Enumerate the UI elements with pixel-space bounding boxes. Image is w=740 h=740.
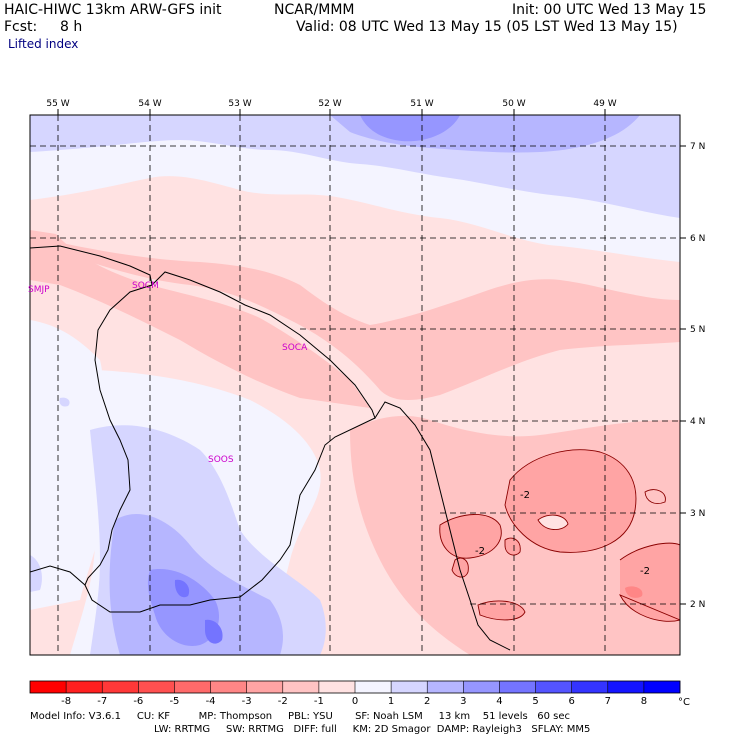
- lat-label-2n: 2 N: [690, 600, 705, 610]
- station-label-soca: SOCA: [282, 343, 308, 353]
- colorbar-tick-label: -7: [97, 696, 107, 707]
- colorbar-swatch: [499, 681, 536, 693]
- colorbar-tick-label: 8: [641, 696, 647, 707]
- graticule: [30, 115, 680, 655]
- map-frame: [29, 114, 681, 656]
- forecast-label: Fcst:: [4, 19, 38, 35]
- colorbar-tick-label: 2: [424, 696, 430, 707]
- lon-label-55w: 55 W: [46, 99, 69, 109]
- contour-lines: [439, 449, 680, 622]
- colorbar-swatch: [427, 681, 464, 693]
- colorbar-swatch: [174, 681, 211, 693]
- lat-label-3n: 3 N: [690, 509, 705, 519]
- colorbar-unit: °C: [678, 697, 690, 708]
- colorbar-tick-label: -4: [206, 696, 216, 707]
- model-info-line2: LW: RRTMG SW: RRTMG DIFF: full KM: 2D Sm…: [154, 724, 591, 735]
- lat-label-6n: 6 N: [690, 234, 705, 244]
- colorbar-swatch: [66, 681, 103, 693]
- lat-label-5n: 5 N: [690, 325, 705, 335]
- field-name: Lifted index: [8, 37, 79, 51]
- lon-label-54w: 54 W: [138, 99, 161, 109]
- colorbar-swatch: [355, 681, 392, 693]
- forecast-hours: 8 h: [60, 19, 83, 35]
- colorbar-swatch: [30, 681, 67, 693]
- contour-label: -2: [475, 546, 485, 557]
- valid-time: Valid: 08 UTC Wed 13 May 15 (05 LST Wed …: [296, 19, 678, 35]
- colorbar-swatch: [535, 681, 572, 693]
- lat-ticks: [680, 145, 686, 605]
- colorbar-swatch: [210, 681, 247, 693]
- colorbar-tick-label: 6: [568, 696, 574, 707]
- colorbar-tick-label: 0: [352, 696, 358, 707]
- model-title: HAIC-HIWC 13km ARW-GFS init: [4, 2, 222, 18]
- colorbar-swatch: [138, 681, 175, 693]
- colorbar-swatch: [643, 681, 681, 693]
- colorbar-tick-label: -8: [61, 696, 71, 707]
- lon-label-53w: 53 W: [228, 99, 251, 109]
- colorbar-swatch: [102, 681, 139, 693]
- colorbar-swatch: [607, 681, 645, 693]
- lat-label-4n: 4 N: [690, 417, 705, 427]
- colorbar-tick-label: 1: [388, 696, 394, 707]
- colorbar-tick-label: -6: [133, 696, 143, 707]
- lon-ticks: [57, 109, 606, 115]
- lon-label-50w: 50 W: [502, 99, 525, 109]
- colorbar-tick-label: -3: [242, 696, 252, 707]
- contour-label: -2: [640, 566, 650, 577]
- center-name: NCAR/MMM: [274, 2, 355, 18]
- colorbar-swatch: [463, 681, 500, 693]
- colorbar-tick-label: 4: [496, 696, 502, 707]
- colorbar-tick-label: -5: [169, 696, 179, 707]
- station-label-socm: SOCM: [132, 281, 159, 291]
- lon-label-51w: 51 W: [410, 99, 433, 109]
- colorbar-tick-labels: -8 -7 -6 -5 -4 -3 -2 -1 0 1 2 3 4 5 6 7 8: [61, 696, 647, 707]
- coastline-borders: [30, 245, 511, 651]
- colorbar-tick-label: 5: [532, 696, 538, 707]
- model-info-line1: Model Info: V3.6.1 CU: KF MP: Thompson P…: [30, 711, 570, 722]
- colorbar-swatch: [282, 681, 320, 693]
- colorbar-swatch: [318, 681, 356, 693]
- colorbar-swatch: [246, 681, 284, 693]
- colorbar-swatch: [391, 681, 428, 693]
- station-label-smjp: SMJP: [28, 285, 50, 295]
- lon-label-49w: 49 W: [593, 99, 616, 109]
- lat-label-7n: 7 N: [690, 142, 705, 152]
- init-time: Init: 00 UTC Wed 13 May 15: [512, 2, 707, 18]
- colorbar-tick-label: 7: [605, 696, 611, 707]
- shaded-field: [30, 115, 680, 655]
- colorbar: [29, 680, 681, 694]
- colorbar-swatch: [571, 681, 609, 693]
- lon-label-52w: 52 W: [318, 99, 341, 109]
- colorbar-tick-label: -1: [314, 696, 324, 707]
- contour-label: -2: [520, 490, 530, 501]
- colorbar-tick-label: -2: [278, 696, 288, 707]
- colorbar-tick-label: 3: [460, 696, 466, 707]
- station-label-soos: SOOS: [208, 455, 234, 465]
